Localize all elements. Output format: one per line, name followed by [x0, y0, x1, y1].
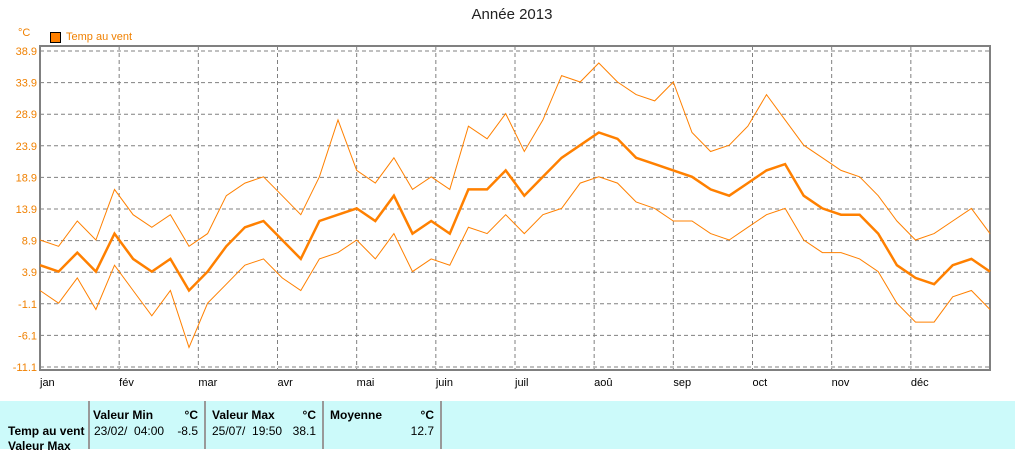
y-tick-label: -1.1: [18, 299, 37, 311]
y-tick-label: 33.9: [16, 78, 37, 90]
series-line-min: [39, 176, 991, 349]
y-tick-label: 8.9: [22, 236, 37, 248]
x-tick-label: oct: [753, 377, 768, 389]
y-tick-label: 23.9: [16, 141, 37, 153]
x-tick-label: jan: [39, 377, 55, 389]
x-tick-label: avr: [278, 377, 294, 389]
legend-swatch: [50, 31, 61, 43]
x-tick-label: fév: [119, 377, 134, 389]
y-tick-label: 38.9: [16, 46, 37, 58]
row-label-2: Valeur Max: [8, 439, 71, 453]
series-line-max: [39, 62, 991, 248]
y-tick-label: -6.1: [18, 330, 37, 342]
y-axis-unit: °C: [18, 27, 31, 39]
x-tick-label: sep: [673, 377, 691, 389]
avg-unit: °C: [420, 408, 434, 422]
stats-max-col: Valeur Max °C 25/07/ 19:50 38.1: [206, 401, 324, 449]
y-tick-label: 28.9: [16, 109, 37, 121]
min-date: 23/02/ 04:00: [94, 424, 165, 438]
y-tick-label: -11.1: [13, 362, 37, 374]
stats-label-col: Temp au vent Valeur Max: [0, 401, 90, 453]
max-unit: °C: [302, 408, 316, 422]
x-tick-label: mai: [357, 377, 375, 389]
y-tick-label: 3.9: [22, 267, 37, 279]
y-tick-label: 18.9: [16, 172, 37, 184]
x-tick-label: juin: [435, 377, 453, 389]
min-unit: °C: [184, 408, 198, 422]
x-tick-label: nov: [832, 377, 850, 389]
chart-plot: 38.9 33.9 28.9 23.9 18.9 13.9 8.9 3.9 -1.1 -6.1 -1…: [13, 45, 991, 389]
y-tick-label: 13.9: [16, 204, 37, 216]
stats-min-col: Valeur Min °C 23/02/ 04:00 -8.5: [90, 401, 206, 449]
legend: Temp au vent: [50, 31, 132, 43]
min-header: Valeur Min: [93, 408, 154, 422]
x-tick-label: aoû: [594, 377, 612, 389]
max-value: 38.1: [292, 424, 316, 438]
chart-title: Année 2013: [471, 6, 553, 23]
series-line-mean: [39, 131, 991, 293]
min-value: -8.5: [177, 424, 198, 438]
x-tick-label: déc: [911, 377, 929, 389]
avg-header: Moyenne: [330, 408, 383, 422]
max-date: 25/07/ 19:50: [212, 424, 283, 438]
x-tick-label: mar: [198, 377, 217, 389]
max-header: Valeur Max: [212, 408, 275, 422]
avg-value: 12.7: [410, 424, 434, 438]
x-tick-label: juil: [514, 377, 528, 389]
stats-avg-col: Moyenne °C 12.7: [324, 401, 442, 449]
row-label: Temp au vent: [8, 424, 85, 438]
legend-label: Temp au vent: [66, 31, 133, 43]
stats-table: Temp au vent Valeur Max Valeur Min °C 23…: [0, 401, 1015, 453]
